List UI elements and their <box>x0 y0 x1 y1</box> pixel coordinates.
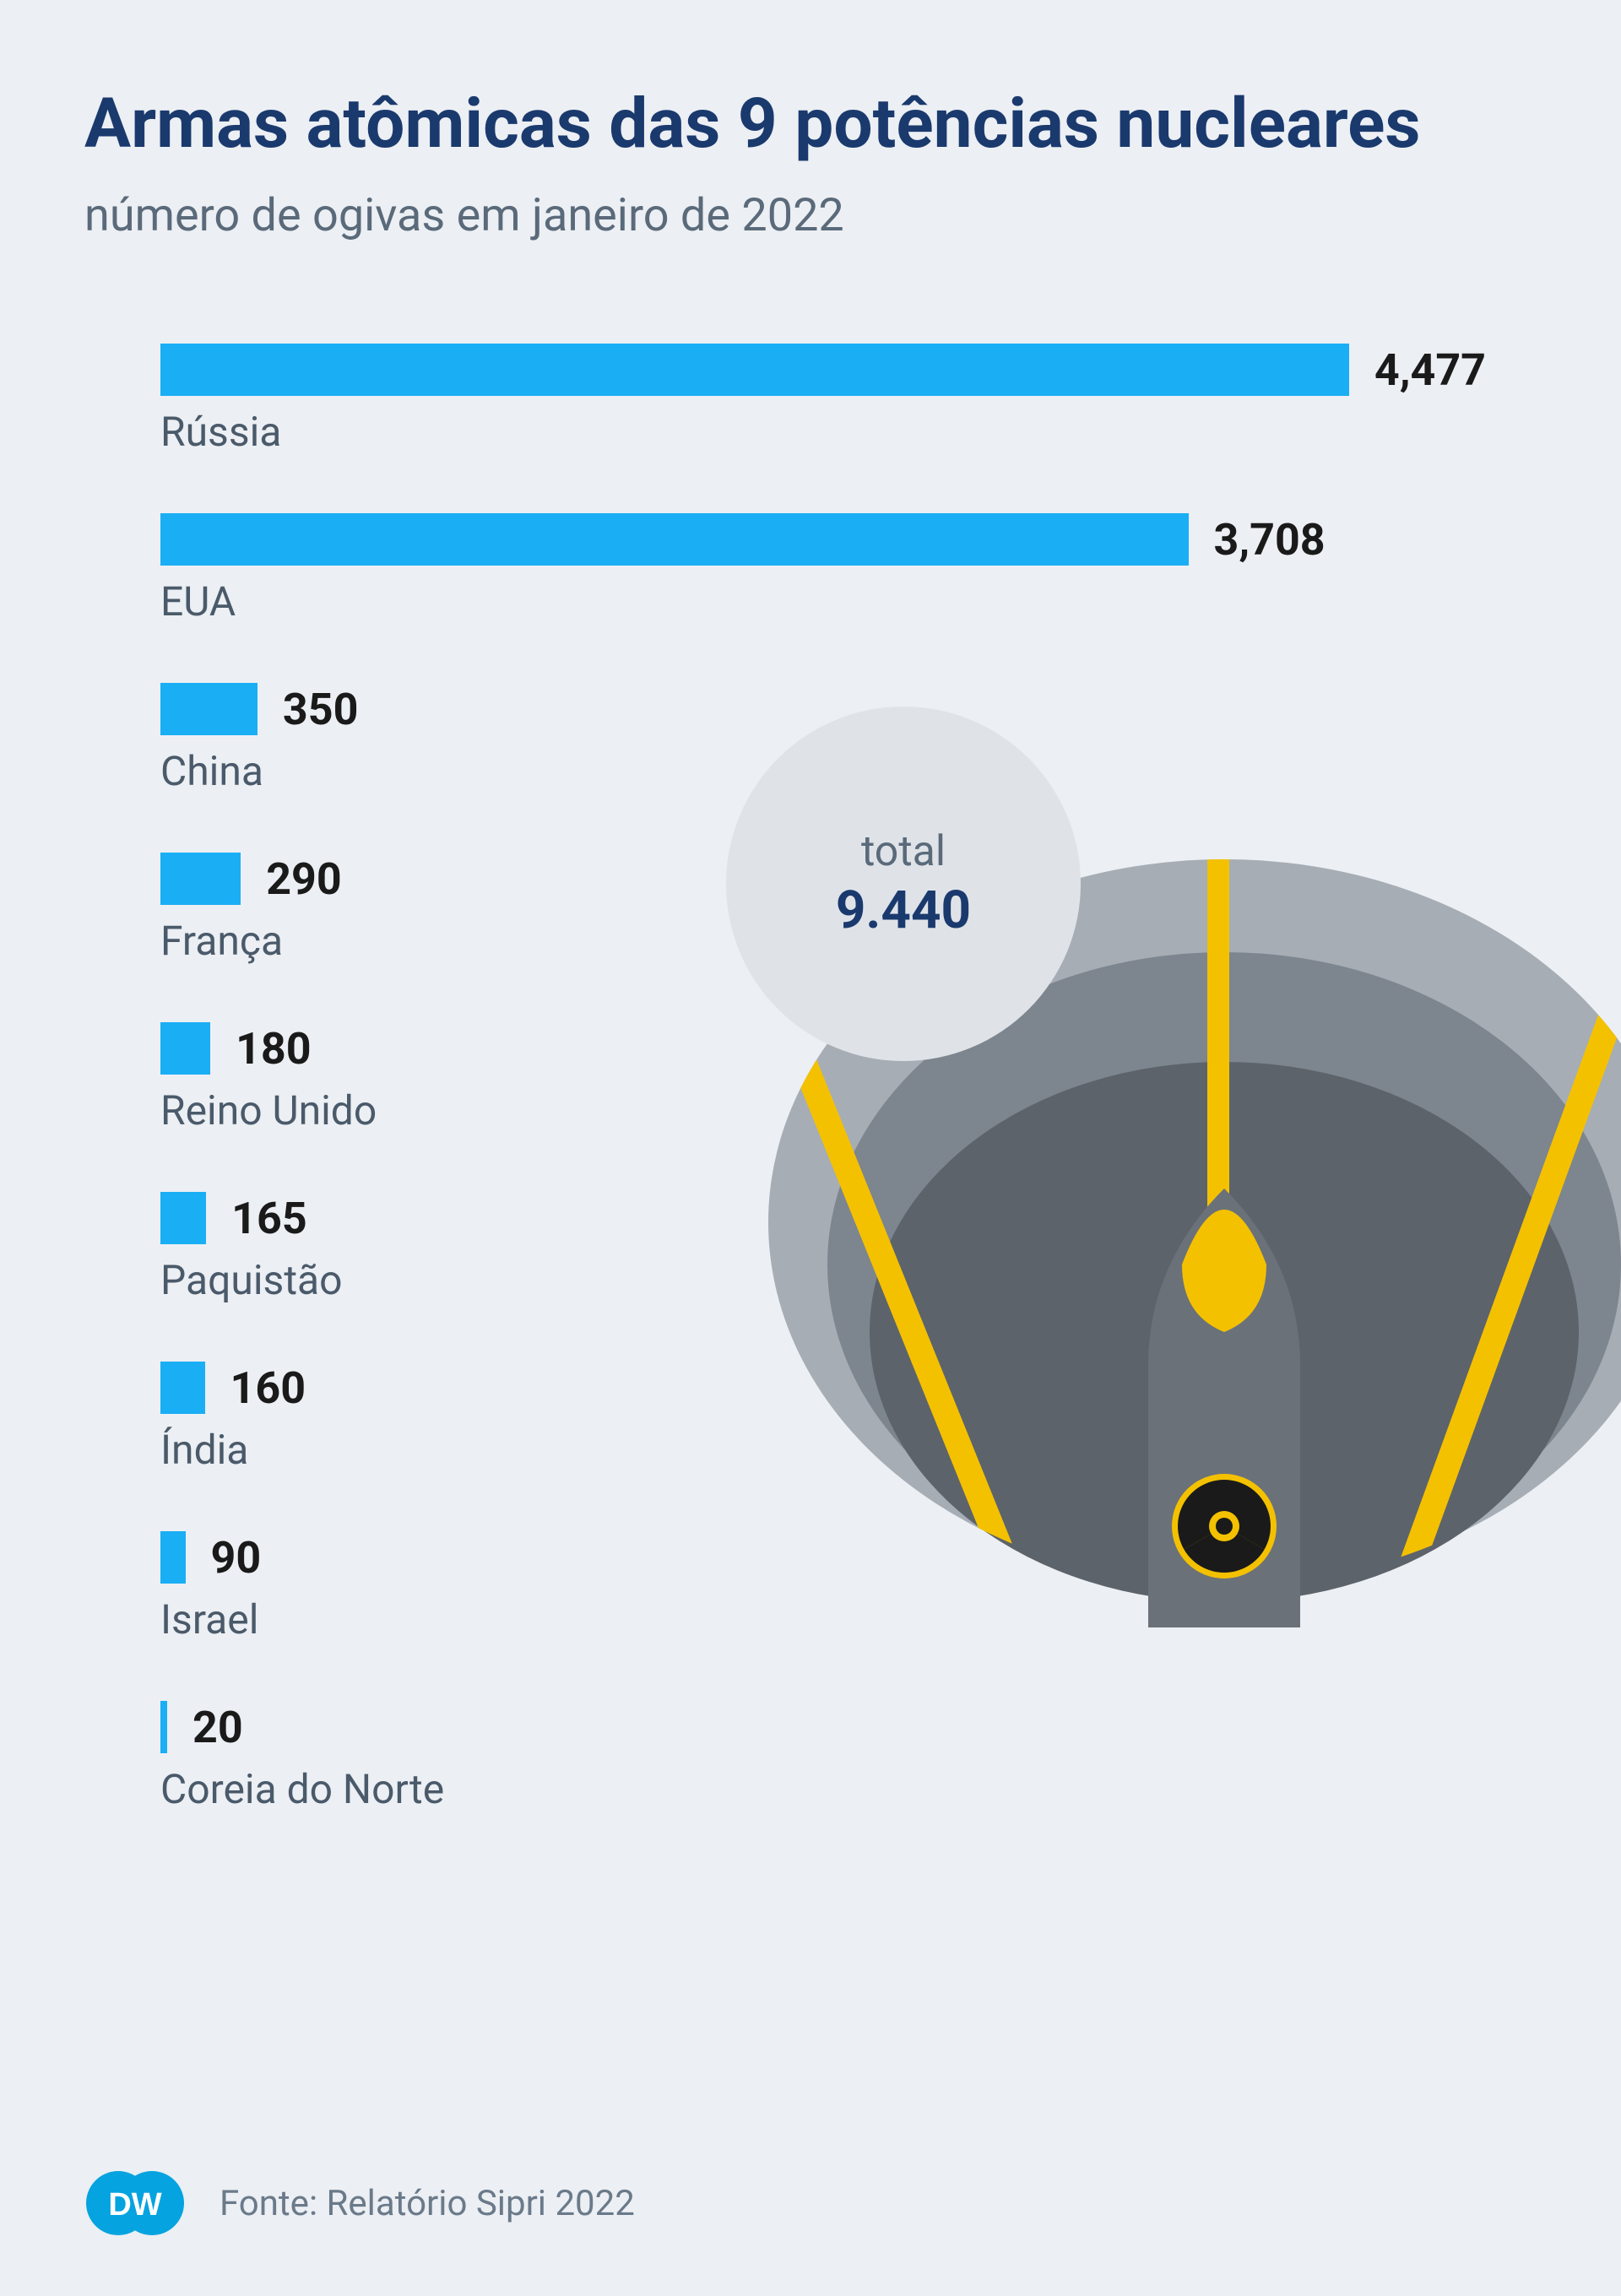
bar <box>160 683 258 735</box>
bar <box>160 513 1189 566</box>
bar-country-label: EUA <box>160 577 1486 625</box>
bar-value: 20 <box>192 1702 243 1753</box>
bar <box>160 1192 206 1244</box>
bar-row: 4,477 Rússia <box>160 344 1486 456</box>
bar <box>160 853 241 905</box>
bar-chart: total 9.440 4,477Rússia3,708EUA350China2… <box>84 344 1537 1813</box>
bar-value: 350 <box>283 684 359 735</box>
bar-row: 20 Coreia do Norte <box>160 1701 1486 1813</box>
infographic-container: Armas atômicas das 9 potências nucleares… <box>0 0 1621 2296</box>
bar-row: 3,708 EUA <box>160 513 1486 625</box>
bar <box>160 1022 210 1075</box>
bar-value: 180 <box>236 1023 312 1075</box>
bar-value: 90 <box>211 1532 262 1584</box>
bar-value: 160 <box>230 1362 306 1414</box>
page-title: Armas atômicas das 9 potências nucleares <box>84 84 1537 164</box>
svg-text:DW: DW <box>108 2187 161 2223</box>
dw-logo: DW <box>84 2169 186 2237</box>
bar <box>160 344 1349 396</box>
bar-line: 3,708 <box>160 513 1486 566</box>
bar-line: 4,477 <box>160 344 1486 396</box>
bar-value: 290 <box>266 853 342 905</box>
total-label: total <box>861 827 946 876</box>
source-text: Fonte: Relatório Sipri 2022 <box>220 2183 635 2224</box>
footer: DW Fonte: Relatório Sipri 2022 <box>84 2169 1537 2237</box>
bar <box>160 1362 205 1414</box>
page-subtitle: número de ogivas em janeiro de 2022 <box>84 189 1537 242</box>
bar <box>160 1531 186 1584</box>
total-value: 9.440 <box>836 880 971 941</box>
bar-country-label: Rússia <box>160 408 1486 456</box>
bar-value: 4,477 <box>1374 344 1486 396</box>
bar <box>160 1701 167 1753</box>
bar-value: 165 <box>231 1193 307 1244</box>
total-badge: total 9.440 <box>726 707 1081 1061</box>
bar-country-label: Coreia do Norte <box>160 1765 1486 1813</box>
bar-line: 20 <box>160 1701 1486 1753</box>
bar-value: 3,708 <box>1214 514 1326 566</box>
